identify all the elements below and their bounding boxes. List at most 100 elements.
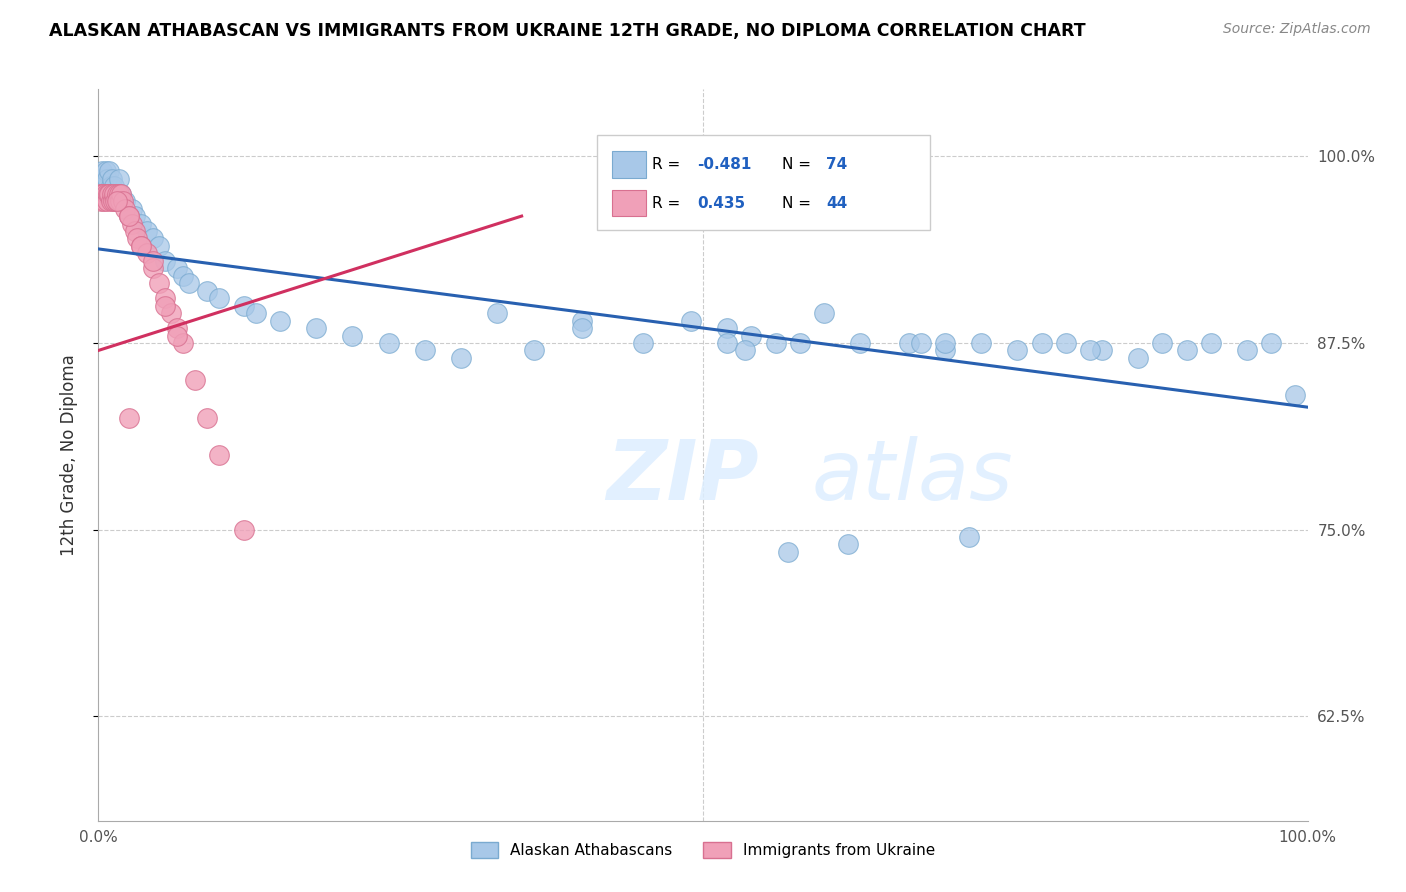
Y-axis label: 12th Grade, No Diploma: 12th Grade, No Diploma: [59, 354, 77, 556]
Point: [135, 224, 157, 238]
Point: [172, 268, 194, 283]
Point: [208, 291, 231, 305]
Point: [450, 351, 472, 365]
Point: [765, 335, 787, 350]
Point: [129, 239, 152, 253]
Point: [1260, 335, 1282, 350]
Text: R =: R =: [652, 196, 681, 211]
Point: [94, 164, 117, 178]
Point: [195, 410, 218, 425]
Point: [837, 537, 859, 551]
FancyBboxPatch shape: [596, 135, 931, 230]
Point: [1284, 388, 1306, 402]
Text: 74: 74: [827, 157, 848, 172]
Point: [114, 194, 136, 209]
Point: [108, 171, 131, 186]
Point: [957, 530, 980, 544]
FancyBboxPatch shape: [613, 152, 647, 178]
Point: [148, 239, 170, 253]
Point: [101, 194, 124, 209]
Text: ALASKAN ATHABASCAN VS IMMIGRANTS FROM UKRAINE 12TH GRADE, NO DIPLOMA CORRELATION: ALASKAN ATHABASCAN VS IMMIGRANTS FROM UK…: [49, 22, 1085, 40]
Point: [970, 335, 993, 350]
Point: [245, 306, 267, 320]
Point: [124, 209, 146, 223]
Point: [96, 194, 118, 209]
Point: [1128, 351, 1150, 365]
Point: [90, 194, 112, 209]
Point: [269, 313, 291, 327]
Point: [110, 186, 132, 201]
Text: 44: 44: [827, 196, 848, 211]
Point: [94, 186, 117, 201]
Point: [897, 335, 920, 350]
Text: N =: N =: [782, 157, 811, 172]
Point: [849, 335, 872, 350]
Point: [716, 335, 738, 350]
Point: [413, 343, 436, 358]
Point: [105, 186, 128, 201]
Point: [96, 171, 118, 186]
Point: [142, 253, 165, 268]
Point: [103, 179, 125, 194]
Point: [195, 284, 218, 298]
Text: N =: N =: [782, 196, 811, 211]
Point: [160, 306, 183, 320]
Point: [232, 523, 254, 537]
Text: ZIP: ZIP: [606, 436, 759, 517]
Point: [184, 373, 207, 387]
Text: R =: R =: [652, 157, 681, 172]
Point: [377, 335, 399, 350]
Point: [110, 186, 132, 201]
Point: [97, 186, 120, 201]
Text: -0.481: -0.481: [697, 157, 751, 172]
Point: [107, 194, 129, 209]
Point: [100, 194, 122, 209]
Point: [679, 313, 702, 327]
Point: [172, 335, 194, 350]
Point: [789, 335, 811, 350]
Point: [91, 186, 114, 201]
Point: [100, 186, 122, 201]
Point: [142, 231, 165, 245]
Point: [108, 194, 131, 209]
Point: [776, 545, 799, 559]
Point: [523, 343, 546, 358]
Point: [127, 231, 149, 245]
Point: [118, 209, 141, 223]
Point: [118, 410, 141, 425]
Point: [105, 194, 128, 209]
Point: [148, 277, 170, 291]
Point: [111, 194, 134, 209]
Point: [734, 343, 756, 358]
Point: [166, 261, 188, 276]
Point: [89, 186, 111, 201]
Point: [108, 194, 131, 209]
Point: [153, 299, 176, 313]
Point: [90, 171, 112, 186]
Point: [1175, 343, 1198, 358]
Point: [166, 321, 188, 335]
Point: [93, 179, 115, 194]
Point: [1091, 343, 1114, 358]
Point: [104, 194, 127, 209]
Point: [1054, 335, 1077, 350]
Point: [100, 171, 122, 186]
FancyBboxPatch shape: [613, 190, 647, 217]
Point: [121, 202, 143, 216]
Point: [1007, 343, 1029, 358]
Point: [135, 246, 157, 260]
Point: [98, 186, 121, 201]
Point: [114, 202, 136, 216]
Point: [486, 306, 509, 320]
Point: [105, 186, 128, 201]
Point: [1152, 335, 1174, 350]
Point: [716, 321, 738, 335]
Point: [208, 448, 231, 462]
Point: [118, 209, 141, 223]
Point: [232, 299, 254, 313]
Point: [101, 186, 124, 201]
Point: [1236, 343, 1258, 358]
Point: [631, 335, 654, 350]
Point: [103, 186, 125, 201]
Point: [118, 209, 141, 223]
